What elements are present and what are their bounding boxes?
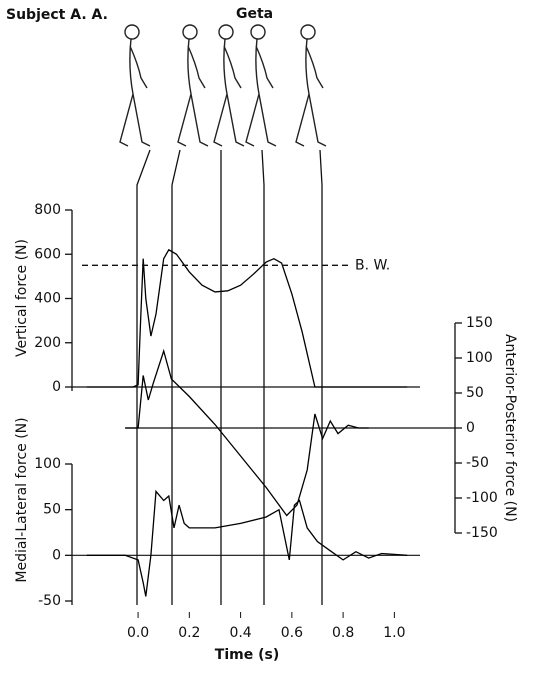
x-tick-label: 0.8 bbox=[332, 625, 354, 641]
x-axis-label: Time (s) bbox=[215, 647, 279, 663]
y-tick-label: 100 bbox=[34, 456, 61, 472]
x-tick-label: 0.2 bbox=[178, 625, 200, 641]
y-axis-label: Vertical force (N) bbox=[14, 239, 30, 357]
y-tick-label: 800 bbox=[34, 202, 61, 218]
y-tick-label: -50 bbox=[38, 593, 61, 609]
condition: Geta bbox=[236, 6, 273, 22]
y-tick-label: -100 bbox=[466, 490, 498, 506]
x-tick-label: 0.4 bbox=[229, 625, 251, 641]
y-tick-label: 0 bbox=[52, 547, 61, 563]
body-weight-label: B. W. bbox=[355, 257, 390, 273]
force-curve bbox=[125, 348, 369, 517]
y-tick-label: 0 bbox=[466, 420, 475, 436]
x-tick-label: 0.0 bbox=[127, 625, 149, 641]
force-curve bbox=[86, 248, 408, 388]
y-tick-label: 600 bbox=[34, 246, 61, 262]
y-tick-label: 200 bbox=[34, 335, 61, 351]
y-tick-label: -50 bbox=[466, 455, 489, 471]
y-axis-label: Medial-Lateral force (N) bbox=[14, 417, 30, 582]
figures bbox=[119, 24, 327, 147]
y-axis-label: Anterior-Posterior force (N) bbox=[502, 334, 518, 522]
y-tick-label: 150 bbox=[466, 315, 493, 331]
subject: Subject A. A. bbox=[6, 7, 108, 23]
x-tick-label: 1.0 bbox=[383, 625, 405, 641]
y-tick-label: 0 bbox=[52, 379, 61, 395]
y-tick-label: 50 bbox=[43, 502, 61, 518]
event-lines bbox=[136, 149, 323, 605]
force-curve bbox=[86, 489, 408, 597]
y-tick-label: 400 bbox=[34, 291, 61, 307]
y-tick-label: -150 bbox=[466, 525, 498, 541]
y-tick-label: 50 bbox=[466, 385, 484, 401]
x-tick-label: 0.6 bbox=[281, 625, 303, 641]
y-tick-label: 100 bbox=[466, 350, 493, 366]
